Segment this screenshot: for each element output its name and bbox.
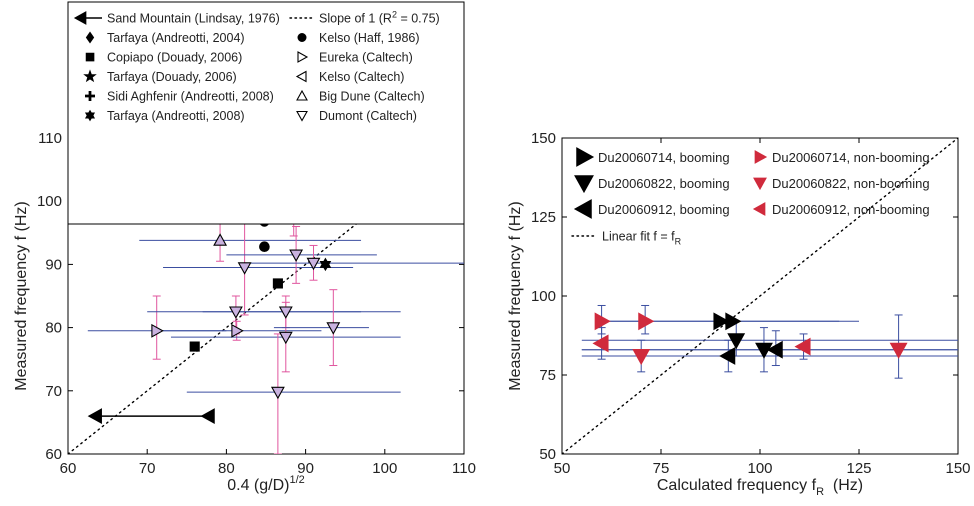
right-y-axis-label: Measured frequency f (Hz): [507, 201, 524, 390]
data-point: [272, 278, 283, 289]
x-tick-label: 75: [653, 460, 670, 477]
legend-label: Copiapo (Douady, 2006): [107, 51, 242, 65]
data-point: [259, 241, 270, 253]
legend-label: Du20060714, non-booming: [772, 150, 930, 165]
x-tick-label: 125: [846, 460, 871, 477]
data-point-arrow: [87, 408, 102, 425]
legend-label: Du20060912, non-booming: [772, 202, 930, 217]
y-tick-label: 100: [531, 288, 556, 305]
legend-label: Tarfaya (Andreotti, 2008): [107, 109, 245, 123]
legend-swatch-marker: [85, 91, 95, 101]
data-point: [632, 349, 651, 366]
legend-label: Du20060714, booming: [598, 150, 730, 165]
legend-label: Du20060822, non-booming: [772, 176, 930, 191]
data-point: [228, 306, 243, 319]
legend-swatch-marker: [576, 147, 595, 167]
y-tick-label: 100: [37, 193, 62, 210]
data-point: [889, 342, 908, 359]
data-point: [237, 262, 252, 275]
data-point: [713, 312, 730, 331]
y-tick-label: 60: [45, 446, 62, 463]
left-panel: 60 70 80 90 100 110 60 70 80 90 100 110 0.4 (g/D)1/…: [13, 1, 476, 494]
legend-label: Sand Mountain (Lindsay, 1976): [107, 12, 280, 26]
data-point: [200, 408, 215, 425]
left-y-axis-label: Measured frequency f (Hz): [13, 201, 30, 390]
x-tick-label: 100: [372, 460, 397, 477]
right-panel: 50 75 100 125 150 50 75 100 125 150 Calculated fr…: [507, 130, 971, 498]
legend-label: Kelso (Haff, 1986): [319, 31, 420, 45]
data-point: [213, 233, 228, 246]
x-tick-label: 50: [554, 460, 571, 477]
data-point: [306, 257, 321, 271]
legend-label: Linear fit f = fR: [602, 230, 682, 247]
x-tick-label: 70: [139, 460, 156, 477]
x-tick-label: 60: [60, 460, 77, 477]
legend-label: Sidi Aghfenir (Andreotti, 2008): [107, 90, 274, 104]
legend-swatch-marker: [297, 51, 309, 63]
data-point: [766, 340, 783, 359]
data-point: [727, 333, 746, 350]
legend-swatch-marker: [752, 202, 766, 216]
legend-label: Tarfaya (Douady, 2006): [107, 70, 237, 84]
legend-swatch-marker: [83, 69, 97, 83]
y-tick-label: 80: [45, 320, 62, 337]
right-legend: Du20060714, booming Du20060714, non-boomi…: [571, 147, 930, 247]
x-tick-label: 90: [297, 460, 314, 477]
legend-swatch-marker: [85, 52, 95, 62]
data-point: [594, 312, 611, 331]
legend-label: Dumont (Caltech): [319, 109, 417, 123]
legend-label: Tarfaya (Andreotti, 2004): [107, 31, 245, 45]
data-point: [151, 323, 164, 338]
x-tick-label: 80: [218, 460, 235, 477]
data-point: [270, 386, 285, 400]
data-point: [289, 249, 304, 263]
legend-swatch-marker: [296, 110, 308, 122]
legend-swatch-marker: [296, 89, 308, 101]
x-tick-label: 100: [747, 460, 772, 477]
y-tick-label: 75: [539, 367, 556, 384]
x-tick-label: 150: [945, 460, 970, 477]
legend-swatch-marker: [754, 150, 768, 164]
y-tick-label: 150: [531, 130, 556, 147]
data-point: [638, 312, 655, 331]
left-legend: Sand Mountain (Lindsay, 1976) Slope of 1 …: [67, 1, 465, 225]
legend-swatch-marker: [297, 33, 307, 42]
data-point: [189, 341, 200, 352]
legend-label: Slope of 1 (R2 = 0.75): [319, 10, 440, 26]
left-x-axis-label: 0.4 (g/D)1/2: [227, 474, 305, 494]
legend-swatch-marker: [85, 31, 95, 44]
reference-line: [68, 138, 464, 454]
data-point: [278, 331, 293, 345]
data-point: [319, 257, 332, 272]
legend-swatch-marker: [84, 109, 96, 122]
legend-swatch-marker: [753, 177, 767, 191]
left-legend-box: [67, 1, 465, 225]
y-tick-label: 125: [531, 209, 556, 226]
data-point: [719, 347, 736, 365]
legend-label: Eureka (Caltech): [319, 51, 413, 65]
data-point: [755, 342, 773, 359]
y-tick-label: 50: [539, 446, 556, 463]
legend-label: Du20060822, booming: [598, 176, 730, 191]
data-point: [592, 334, 609, 353]
data-point: [794, 337, 811, 356]
legend-swatch-marker: [73, 11, 87, 25]
y-tick-label: 90: [45, 256, 62, 273]
legend-label: Big Dune (Caltech): [319, 90, 425, 104]
x-tick-label: 110: [452, 460, 476, 477]
legend-swatch-marker: [573, 199, 592, 219]
y-tick-label: 70: [45, 383, 62, 400]
legend-swatch-marker: [574, 175, 594, 194]
data-point: [326, 322, 341, 335]
y-tick-label: 110: [38, 130, 62, 147]
legend-label: Kelso (Caltech): [319, 70, 404, 84]
data-point: [725, 312, 742, 331]
right-x-axis-label: Calculated frequency fR (Hz): [657, 477, 863, 498]
data-point: [278, 306, 293, 319]
legend-label: Du20060912, booming: [598, 202, 730, 217]
legend-swatch-marker: [295, 70, 307, 83]
reference-line: [562, 138, 958, 454]
data-point: [231, 323, 244, 338]
